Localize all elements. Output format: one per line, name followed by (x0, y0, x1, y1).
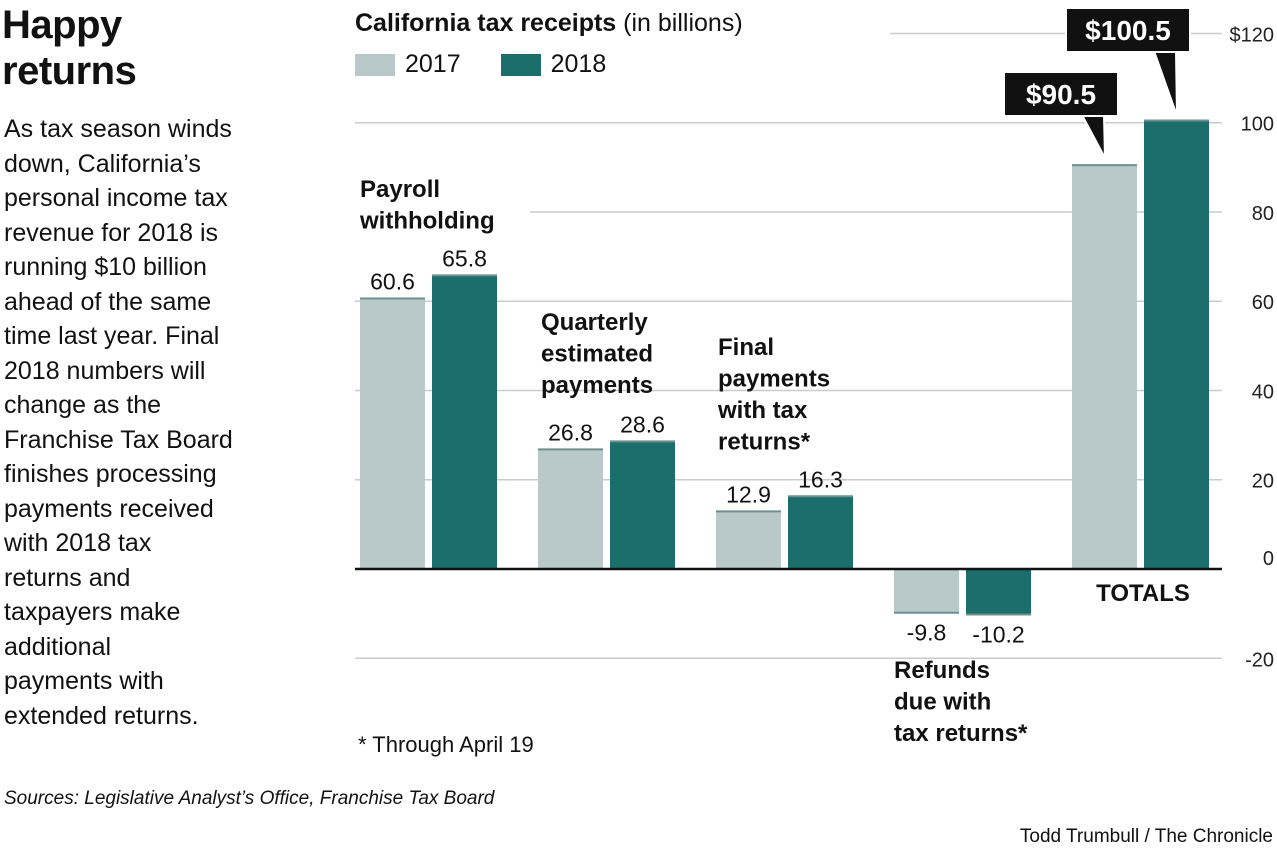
legend-label-2018: 2018 (550, 50, 607, 78)
callout-pointer (1152, 50, 1178, 117)
callout-box (1065, 7, 1191, 53)
bar-2017 (1072, 165, 1137, 569)
bar-2017 (894, 569, 959, 613)
legend-label-2017: 2017 (405, 50, 461, 78)
chart-title: California tax receipts (in billions) (355, 9, 743, 38)
legend-swatch-2017 (355, 53, 395, 76)
footnote: * Through April 19 (358, 732, 534, 757)
category-label: Quarterly estimated payments (541, 309, 653, 399)
bar-2018 (1144, 120, 1209, 569)
bar-2017 (716, 511, 781, 569)
data-label: -10.2 (972, 622, 1024, 648)
data-label: 60.6 (370, 269, 415, 295)
bar-2018 (432, 275, 497, 569)
chart-legend: 2017 2018 (355, 50, 646, 79)
bar-2018 (788, 496, 853, 569)
legend-swatch-2018 (500, 53, 541, 76)
y-tick-label: -20 (1245, 649, 1274, 671)
category-label: Refunds due with tax returns* (894, 657, 1028, 747)
chart-title-main: California tax receipts (355, 9, 617, 37)
y-tick-label: 60 (1252, 292, 1274, 314)
data-label: $90.5 (1026, 79, 1096, 110)
data-label: 16.3 (798, 466, 843, 492)
credit: Todd Trumbull / The Chronicle (1019, 826, 1273, 847)
bar-2018 (966, 569, 1031, 615)
callout-box (1003, 71, 1119, 117)
y-tick-label: 40 (1252, 381, 1274, 403)
data-label: 12.9 (726, 481, 771, 507)
data-label: 28.6 (620, 411, 665, 437)
category-label: Final payments with tax returns* (717, 334, 830, 456)
y-tick-label: $120 (1230, 24, 1275, 46)
y-tick-label: 0 (1263, 548, 1274, 570)
data-label: -9.8 (907, 620, 947, 646)
chart-subtitle: (in billions) (623, 9, 743, 37)
sources: Sources: Legislative Analyst’s Office, F… (4, 788, 495, 809)
y-tick-label: 20 (1252, 471, 1274, 493)
bar-2017 (360, 298, 425, 569)
y-tick-label: 80 (1252, 203, 1274, 225)
category-label: TOTALS (1096, 580, 1190, 607)
headline: Happy returns (2, 3, 137, 93)
bar-2018 (610, 441, 675, 569)
y-tick-label: 100 (1241, 114, 1274, 136)
intro-text: As tax season winds down, California’s p… (4, 115, 233, 730)
data-label: 26.8 (548, 419, 593, 445)
data-label: $100.5 (1085, 15, 1171, 46)
bar-2017 (538, 449, 603, 569)
category-label: Payroll withholding (359, 176, 495, 235)
legend-item-2017: 2017 (355, 50, 461, 79)
data-label: 65.8 (442, 245, 487, 271)
callout-pointer (1080, 114, 1106, 159)
legend-item-2018: 2018 (500, 50, 607, 79)
